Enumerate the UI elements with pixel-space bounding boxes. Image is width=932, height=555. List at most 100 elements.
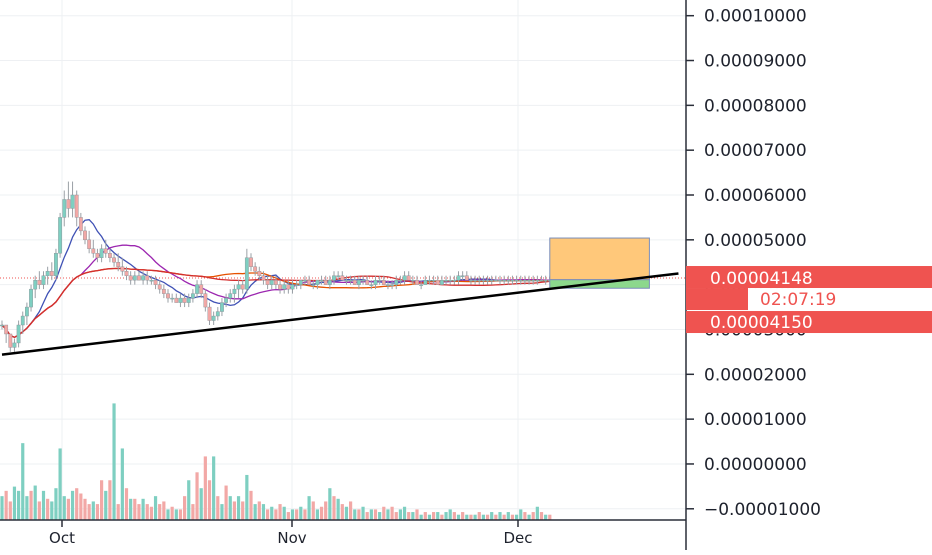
volume-bar [266,509,270,520]
volume-bar [183,496,187,520]
candle-body [265,279,270,285]
volume-bar [174,509,178,520]
candle [203,289,208,312]
candle [33,275,38,299]
volume-bar [232,501,236,520]
volume-bar [91,501,95,520]
volume-bar [456,514,461,520]
volume-bar [83,498,87,520]
candle-body [473,279,477,282]
volume-bar [444,512,448,520]
trendline[interactable] [1,272,679,356]
candle [286,280,291,294]
candle [303,275,307,285]
candle-body [394,279,399,285]
candle-body [4,324,9,335]
drawings [1,237,679,356]
candle [381,275,386,285]
volume-bar [465,514,469,520]
candle-body [95,253,100,258]
candle [8,333,13,352]
candle-body [539,279,544,282]
second-price-badge [686,311,932,334]
candle [99,244,104,263]
candle [448,275,453,285]
volume-bar [390,506,394,520]
candle [195,280,199,299]
candle-body [348,279,353,282]
position-profit-zone[interactable] [549,237,650,281]
volume-bar [8,501,12,520]
volume-bar [278,504,282,520]
candle [406,271,411,281]
candle-body [493,279,498,282]
candle [240,280,245,294]
candle [493,275,498,282]
candle [390,280,394,290]
candle [166,289,170,303]
candle-body [207,306,212,321]
candle [190,289,195,303]
volume-bar [419,514,423,520]
candle [311,280,316,290]
candle [16,320,21,348]
volume-bar [141,498,145,520]
candle [207,302,212,325]
candle-body [132,275,137,281]
candle-body [33,279,38,290]
volume-bar [423,512,427,520]
candle-body [128,275,133,281]
candle [290,280,295,294]
volume-bar [108,480,112,520]
volume-bar [17,490,21,520]
candle [161,284,166,299]
candle-body [489,279,494,282]
volume-bar [178,509,183,520]
volume-bar [527,514,531,520]
countdown-label: 02:07:19 [760,290,836,310]
candle-body [481,279,486,282]
candle-body [410,279,415,282]
volume-bar [336,498,340,520]
volume-bar [361,506,365,520]
candle-body [448,279,453,282]
volume-bar [311,501,315,520]
candle [66,181,71,218]
time-axis: Oct Nov Dec [0,519,686,547]
candle-body [506,279,511,282]
candle-body [120,266,125,272]
candle [315,279,320,290]
candle-body [452,279,457,282]
candle-body [166,293,170,299]
candle-body [112,257,116,263]
volume-bar [357,509,361,520]
candle [120,257,125,276]
candle-body [323,279,328,285]
candle-body [357,279,361,285]
candle-body [16,324,21,344]
candle [481,275,486,285]
candle-body [282,284,287,290]
candle [153,275,158,290]
price-tick-label: 0.00007000 [704,141,807,161]
candle-body [116,262,121,267]
volume-bar [224,485,228,520]
candle [124,266,129,281]
candle-body [431,279,436,282]
volume-bar [531,512,535,520]
candle-body [369,284,374,286]
candle [323,275,328,285]
candle [464,271,469,281]
candle [54,248,58,281]
candle-body [91,248,96,254]
volume-bar [166,509,170,520]
volume-bar [54,488,58,520]
volume-bar [411,512,415,520]
candle [41,271,46,290]
volume-bar [79,493,83,520]
candle [278,280,282,294]
candle [440,275,444,285]
candle [527,275,531,285]
